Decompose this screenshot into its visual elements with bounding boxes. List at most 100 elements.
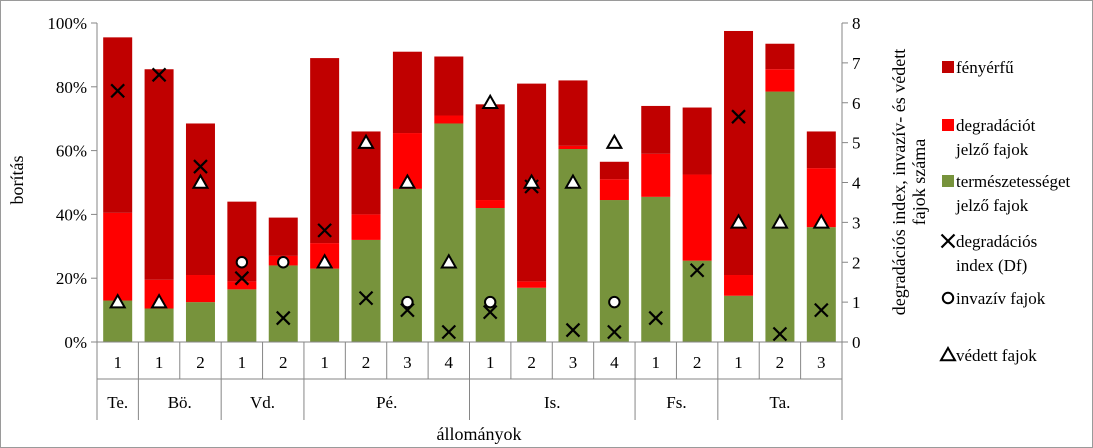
bar-segment — [434, 115, 464, 124]
circle-marker — [608, 295, 621, 309]
bar-segment — [144, 69, 174, 280]
stand-label: 1 — [734, 353, 743, 372]
bar-segment — [599, 179, 629, 201]
y2-tick-label: 8 — [852, 14, 861, 33]
x-stroke — [772, 326, 788, 342]
x-marker — [234, 270, 250, 286]
x-marker — [482, 304, 498, 320]
x-marker — [193, 159, 208, 174]
y2-tick-label: 4 — [852, 174, 861, 193]
y2-tick-label: 5 — [852, 134, 861, 153]
triangle-marker — [191, 173, 210, 189]
triangle-marker — [605, 133, 624, 149]
triangle-marker — [440, 253, 458, 269]
x-stroke — [275, 310, 291, 326]
x-stroke — [110, 83, 125, 99]
bar-segment — [144, 308, 174, 342]
bar-segment — [682, 174, 712, 261]
bar-segment — [599, 200, 629, 342]
x-stroke — [607, 324, 622, 340]
y2-tick-label: 2 — [852, 253, 861, 272]
bar-segment — [558, 80, 588, 146]
markers-layer — [108, 67, 831, 342]
y-tick-label: 20% — [56, 269, 87, 288]
y2-tick-label: 1 — [852, 293, 861, 312]
legend-item-vedett: védett fajok — [939, 345, 1037, 365]
legend-x-icon — [940, 233, 956, 249]
x-stroke — [814, 302, 829, 318]
y2-tick-label: 6 — [852, 94, 861, 113]
x-marker — [317, 223, 332, 238]
x-stroke — [151, 67, 167, 83]
y-tick-label: 100% — [47, 14, 87, 33]
y-tick-label: 0% — [64, 333, 87, 352]
bar-segment — [724, 275, 754, 296]
x-marker — [358, 290, 374, 306]
triangle-marker — [481, 93, 499, 109]
bar-segment — [310, 58, 340, 244]
bars-layer — [103, 30, 836, 343]
x-marker — [814, 302, 829, 318]
legend-label-line2: index (Df) — [956, 256, 1027, 275]
stand-label: 3 — [403, 353, 412, 372]
bar-segment — [310, 268, 340, 342]
stand-label: 2 — [776, 353, 785, 372]
legend-item-termeszetes: természetességet jelző fajok — [942, 172, 1070, 215]
stand-label: 1 — [320, 353, 329, 372]
stand-label: 4 — [445, 353, 454, 372]
legend-label: természetességet — [956, 172, 1070, 191]
bar-segment — [517, 287, 547, 342]
triangle-marker — [150, 293, 168, 309]
legend-label: fényérfű — [956, 58, 1014, 77]
bar-segment — [558, 145, 588, 149]
stand-label: 1 — [652, 353, 661, 372]
bar-segment — [475, 104, 505, 201]
bar-segment — [351, 214, 381, 240]
bar-segment — [475, 200, 505, 209]
axes-layer: 0% 20% 40% 60% 80% 100% 0 1 2 3 4 5 6 7 8 1 Te. 1 2 Bö. 1 2 Vd… — [47, 14, 861, 420]
y2-tick-label: 7 — [852, 54, 861, 73]
x-stroke — [234, 270, 250, 286]
stand-label: 4 — [610, 353, 619, 372]
y-tick-label: 40% — [56, 205, 87, 224]
triangle-marker — [398, 173, 417, 189]
triangle-marker — [564, 173, 582, 189]
bar-segment — [765, 69, 795, 92]
bar-segment — [227, 289, 257, 342]
circle-marker — [401, 295, 414, 309]
bar-segment — [724, 295, 754, 342]
x-marker — [151, 67, 167, 83]
legend-label-line2: jelző fajok — [955, 196, 1029, 215]
bar-segment — [475, 208, 505, 342]
group-label: Is. — [544, 393, 561, 412]
y2-tick-label: 0 — [852, 333, 861, 352]
bar-segment — [185, 302, 215, 343]
bar-segment — [103, 212, 133, 301]
bar-segment — [434, 56, 464, 116]
triangle-marker — [357, 133, 375, 149]
group-label: Vd. — [250, 393, 275, 412]
x-stroke — [358, 290, 374, 306]
legend-label: védett fajok — [956, 346, 1037, 365]
x-stroke — [317, 223, 332, 238]
bar-segment — [351, 239, 381, 342]
stand-label: 2 — [693, 353, 702, 372]
x-stroke — [565, 322, 581, 338]
bar-segment — [682, 260, 712, 342]
x-stroke — [648, 310, 664, 326]
legend-triangle-icon — [939, 345, 957, 362]
group-label: Te. — [107, 393, 128, 412]
bar-segment — [227, 281, 257, 290]
bar-segment — [268, 265, 298, 342]
legend-item-df: degradációs index (Df) — [940, 232, 1037, 275]
bar-segment — [599, 161, 629, 180]
x-marker — [565, 322, 581, 338]
triangle-marker — [315, 253, 334, 269]
legend-swatch — [942, 61, 954, 73]
triangle-marker — [771, 213, 789, 229]
bar-segment — [392, 188, 422, 342]
bar-segment — [268, 217, 298, 256]
stand-label: 1 — [238, 353, 247, 372]
